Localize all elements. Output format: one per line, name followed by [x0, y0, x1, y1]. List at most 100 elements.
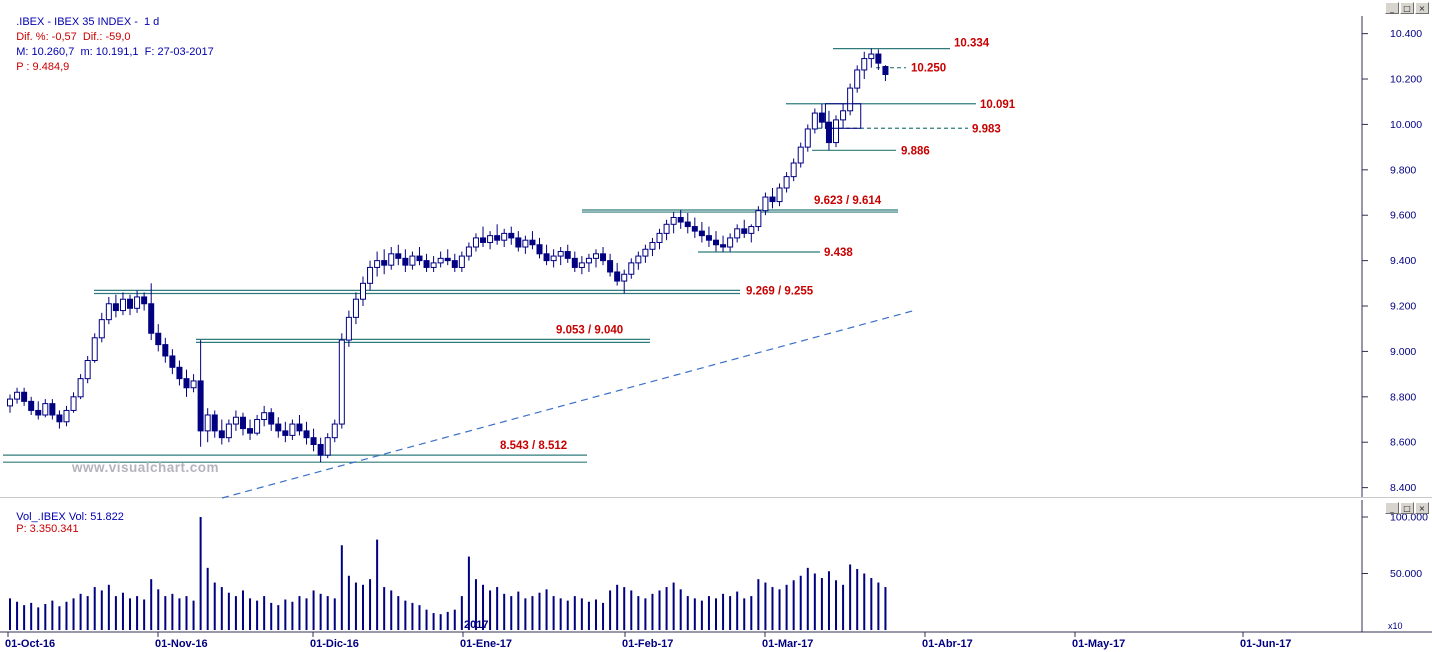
candle-body	[296, 423, 303, 432]
volume-bar	[496, 587, 499, 630]
volume-bar	[206, 567, 209, 630]
volume-bar	[79, 593, 82, 630]
level-label: 9.983	[972, 123, 1001, 135]
level-label: 9.269 / 9.255	[746, 285, 814, 297]
volume-bar	[347, 575, 350, 630]
volume-bar	[637, 596, 640, 630]
candle-body	[324, 437, 331, 456]
volume-bar	[192, 600, 195, 630]
candle-body	[557, 251, 564, 257]
candle-body	[148, 303, 155, 334]
volume-minimize-icon[interactable]: _	[1385, 502, 1399, 514]
volume-bar	[482, 584, 485, 630]
date-axis-label: 01-Ene-17	[460, 638, 512, 650]
title-pivot-value: P : 9.484,9	[16, 61, 70, 73]
candle-body	[310, 437, 317, 445]
volume-bar	[93, 587, 96, 630]
volume-bar	[241, 590, 244, 630]
volume-bar	[9, 598, 11, 630]
volume-bar	[707, 596, 710, 630]
price-axis-label: 10.000	[1390, 119, 1422, 131]
volume-bar	[383, 587, 386, 630]
date-axis-label: 01-May-17	[1072, 638, 1125, 650]
volume-bar	[121, 592, 124, 630]
candle-body	[875, 53, 882, 64]
candle-body	[395, 253, 402, 259]
candle-body	[480, 237, 487, 243]
candle-body	[275, 423, 282, 432]
candle-body	[70, 396, 77, 411]
volume-bar	[736, 591, 739, 630]
candle-body	[430, 262, 437, 268]
volume-bar	[679, 589, 682, 630]
volume-bar	[524, 598, 527, 630]
candle-body	[607, 260, 614, 273]
volume-bar	[425, 609, 428, 630]
candle-body	[691, 226, 698, 232]
candle-body	[402, 257, 409, 266]
candle-body	[409, 255, 416, 266]
candle-body	[444, 257, 451, 262]
volume-bar	[86, 596, 89, 630]
candle-body	[656, 232, 663, 243]
restore-icon[interactable]: □	[1400, 2, 1414, 14]
volume-bar	[672, 582, 675, 630]
level-label: 9.886	[901, 145, 930, 157]
volume-bar	[616, 584, 619, 630]
volume-bar	[686, 596, 689, 630]
level-label: 10.334	[954, 38, 990, 50]
volume-axis-multiplier: x10	[1388, 621, 1403, 631]
volume-bar	[559, 598, 562, 630]
candle-body	[811, 112, 818, 130]
volume-bar	[199, 517, 202, 630]
candle-body	[35, 409, 42, 416]
candle-body	[762, 196, 769, 212]
volume-bar	[503, 593, 506, 630]
candle-body	[211, 414, 218, 432]
candle-body	[564, 251, 571, 259]
volume-bar	[263, 596, 266, 630]
minimize-icon[interactable]: _	[1385, 2, 1399, 14]
close-icon[interactable]: ×	[1415, 2, 1429, 14]
volume-bar	[552, 596, 555, 630]
date-axis-label: 01-Abr-17	[922, 638, 973, 650]
volume-bar	[835, 580, 838, 630]
candle-body	[56, 414, 63, 423]
volume-period-total: P: 3.350.341	[16, 523, 79, 535]
volume-bar	[220, 587, 223, 630]
level-label: 9.053 / 9.040	[556, 324, 623, 336]
consolidation-box	[824, 103, 862, 129]
volume-bar	[517, 591, 520, 630]
candle-body	[840, 110, 847, 121]
volume-bar	[277, 605, 280, 630]
volume-bar	[107, 584, 110, 630]
candle-body	[465, 246, 472, 257]
candle-body	[134, 296, 141, 309]
volume-restore-icon[interactable]: □	[1400, 502, 1414, 514]
level-label: 10.250	[911, 63, 946, 75]
candle-body	[670, 216, 677, 225]
volume-bar	[580, 598, 583, 630]
candle-body	[677, 216, 684, 223]
volume-bar	[114, 596, 117, 630]
candle-body	[77, 378, 84, 398]
volume-bar	[432, 613, 435, 630]
candle-body	[783, 176, 790, 189]
candle-body	[628, 262, 635, 275]
candle-body	[289, 423, 296, 436]
visualchart-watermark: www.visualchart.com	[72, 460, 220, 475]
title-symbol-info: .IBEX - IBEX 35 INDEX - 1 d	[16, 16, 166, 28]
price-axis-label: 10.400	[1390, 28, 1422, 40]
volume-bar	[820, 578, 823, 630]
candle-body	[169, 355, 176, 368]
volume-bar	[369, 579, 372, 630]
candle-body	[543, 253, 550, 262]
volume-close-icon[interactable]: ×	[1415, 502, 1429, 514]
candle-body	[345, 316, 352, 341]
volume-bar	[185, 596, 188, 630]
candle-body	[28, 400, 35, 411]
volume-axis-label: 100.000	[1390, 512, 1428, 524]
volume-bar	[609, 590, 612, 630]
candle-body	[458, 255, 465, 268]
